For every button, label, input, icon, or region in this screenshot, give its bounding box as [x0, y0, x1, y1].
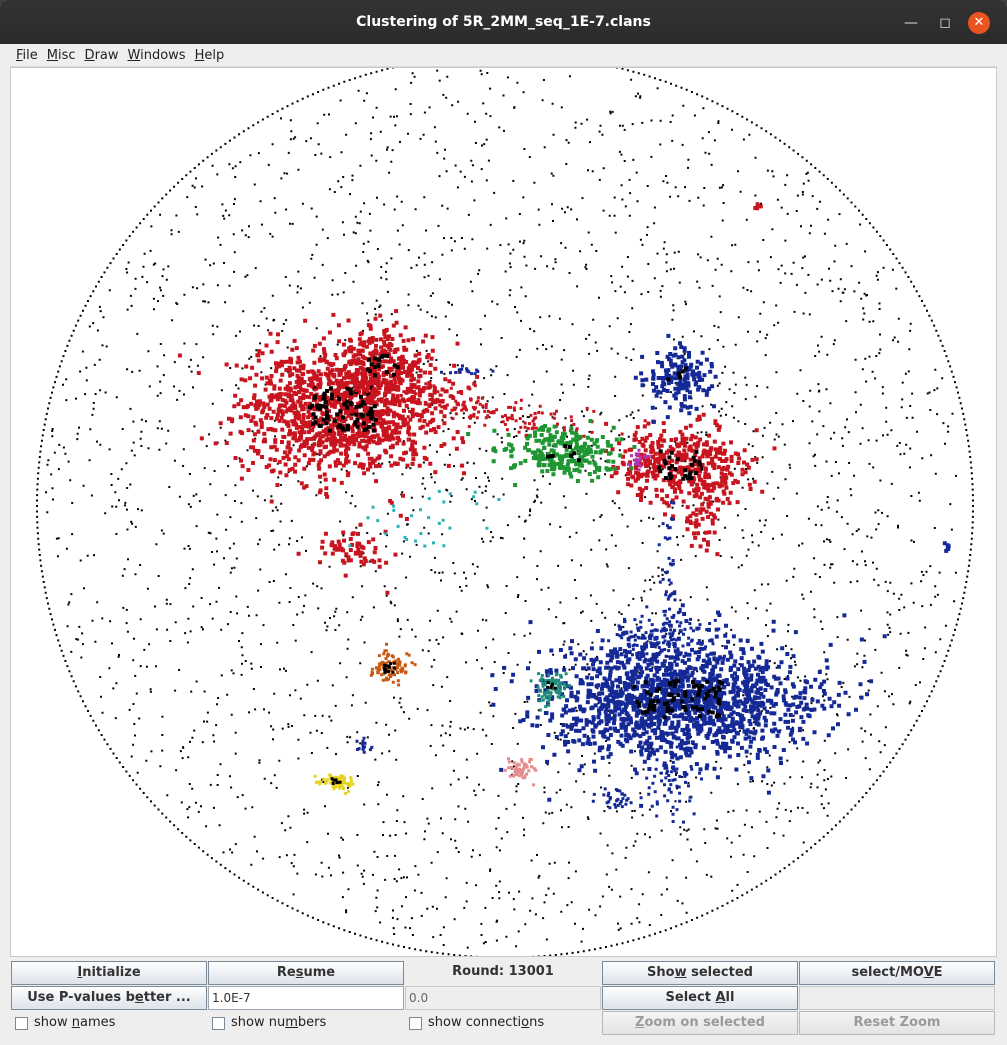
close-icon[interactable]: ✕	[968, 12, 990, 34]
cyan-cluster[interactable]	[348, 489, 501, 548]
cluster-plot[interactable]	[11, 68, 996, 956]
orange-cluster[interactable]	[369, 642, 417, 687]
pink-cluster-points	[503, 757, 538, 787]
window-title: Clustering of 5R_2MM_seq_1E-7.clans	[356, 14, 651, 30]
pvalue-threshold-input[interactable]: 1.0E-7	[208, 986, 404, 1010]
menu-file[interactable]: File	[16, 48, 38, 63]
show-names-checkbox[interactable]: show names	[11, 1011, 207, 1035]
red-cluster-large-points	[296, 529, 398, 595]
yellow-cluster[interactable]	[313, 773, 355, 795]
pink-cluster[interactable]	[503, 757, 538, 787]
red-cluster-right[interactable]	[679, 466, 736, 557]
cyan-cluster-points	[348, 489, 501, 548]
use-pvalues-button[interactable]: Use P-values better ...	[11, 986, 207, 1010]
zoom-on-selected-button[interactable]: Zoom on selected	[602, 1011, 798, 1035]
show-numbers-checkbox[interactable]: show numbers	[208, 1011, 404, 1035]
teal-cluster-core-points	[546, 681, 557, 690]
magenta-cluster[interactable]	[626, 448, 651, 472]
red-cluster-right-core-points	[657, 449, 704, 481]
blue-cluster-large-points	[607, 605, 726, 670]
show-selected-button[interactable]: Show selected	[602, 961, 798, 985]
maximize-icon[interactable]: ◻	[939, 15, 951, 31]
red-cluster-large-core-points	[308, 385, 378, 433]
magenta-cluster-points	[626, 448, 651, 472]
blue-cluster-large-points	[645, 713, 703, 824]
blue-cluster-top-core-points	[666, 366, 688, 382]
checkbox-icon[interactable]	[15, 1016, 28, 1030]
empty-field	[799, 986, 995, 1010]
blue-cluster-top-points	[633, 333, 718, 424]
red-cluster-large[interactable]	[753, 202, 763, 211]
blue-cluster-large-points	[591, 787, 643, 810]
red-cluster-large-points	[177, 309, 529, 527]
red-cluster-large[interactable]	[296, 529, 398, 595]
blue-cluster-top-points	[440, 364, 495, 376]
show-connections-checkbox[interactable]: show connections	[405, 1011, 601, 1035]
red-cluster-large-points	[327, 313, 452, 428]
title-bar[interactable]: Clustering of 5R_2MM_seq_1E-7.clans — ◻ …	[0, 0, 1007, 44]
round-counter: Round: 13001	[452, 964, 554, 979]
blue-cluster-large[interactable]	[645, 713, 703, 824]
reset-zoom-button[interactable]: Reset Zoom	[799, 1011, 995, 1035]
orange-cluster-core-points	[382, 661, 396, 674]
resume-button[interactable]: Resume	[208, 961, 404, 985]
secondary-value-field: 0.0	[405, 986, 601, 1010]
menu-draw[interactable]: Draw	[84, 48, 119, 63]
menu-help[interactable]: Help	[194, 48, 225, 63]
initialize-button[interactable]: Initialize	[11, 961, 207, 985]
blue-cluster-top[interactable]	[355, 736, 374, 754]
red-cluster-large[interactable]	[327, 313, 452, 428]
select-all-button[interactable]: Select All	[602, 986, 798, 1010]
checkbox-icon[interactable]	[409, 1016, 422, 1030]
red-cluster-right[interactable]	[604, 412, 777, 519]
background-dots	[36, 68, 974, 956]
show-names-label: show names	[34, 1015, 116, 1030]
blue-cluster-large-core-points	[632, 678, 724, 720]
red-cluster-right-points	[679, 466, 736, 557]
blue-cluster-large[interactable]	[591, 787, 643, 810]
blue-cluster-top-points	[942, 541, 951, 553]
red-cluster-large[interactable]	[177, 309, 529, 527]
show-connections-label: show connections	[428, 1015, 545, 1030]
orange-cluster-points	[369, 642, 417, 687]
blue-cluster-large[interactable]	[490, 603, 887, 808]
blue-cluster-top[interactable]	[440, 364, 495, 376]
menu-bar: File Misc Draw Windows Help	[10, 44, 997, 67]
checkbox-icon[interactable]	[212, 1016, 225, 1030]
menu-misc[interactable]: Misc	[46, 48, 76, 63]
green-cluster-core-points	[545, 444, 581, 463]
blue-cluster-top[interactable]	[942, 541, 951, 553]
red-cluster-large[interactable]	[288, 368, 673, 448]
red-cluster-large-core-points	[366, 353, 400, 378]
green-cluster-points	[466, 419, 637, 487]
background-points	[36, 68, 974, 956]
select-move-button[interactable]: select/MOVE	[799, 961, 995, 985]
blue-cluster-top[interactable]	[633, 333, 718, 424]
show-numbers-label: show numbers	[231, 1015, 327, 1030]
red-cluster-large-points	[288, 368, 673, 448]
control-panel: Initialize Resume Round: 13001 Show sele…	[10, 960, 997, 1036]
red-cluster-large-points	[753, 202, 763, 211]
yellow-cluster-core-points	[330, 777, 342, 785]
menu-windows[interactable]: Windows	[127, 48, 186, 63]
blue-cluster-large-points	[490, 603, 887, 808]
cluster-canvas[interactable]	[10, 67, 997, 957]
blue-cluster-top-points	[355, 736, 374, 754]
teal-cluster-points	[529, 672, 572, 712]
minimize-icon[interactable]: —	[904, 15, 918, 31]
green-cluster[interactable]	[466, 419, 637, 487]
teal-cluster[interactable]	[529, 672, 572, 712]
blue-cluster-large[interactable]	[607, 605, 726, 670]
